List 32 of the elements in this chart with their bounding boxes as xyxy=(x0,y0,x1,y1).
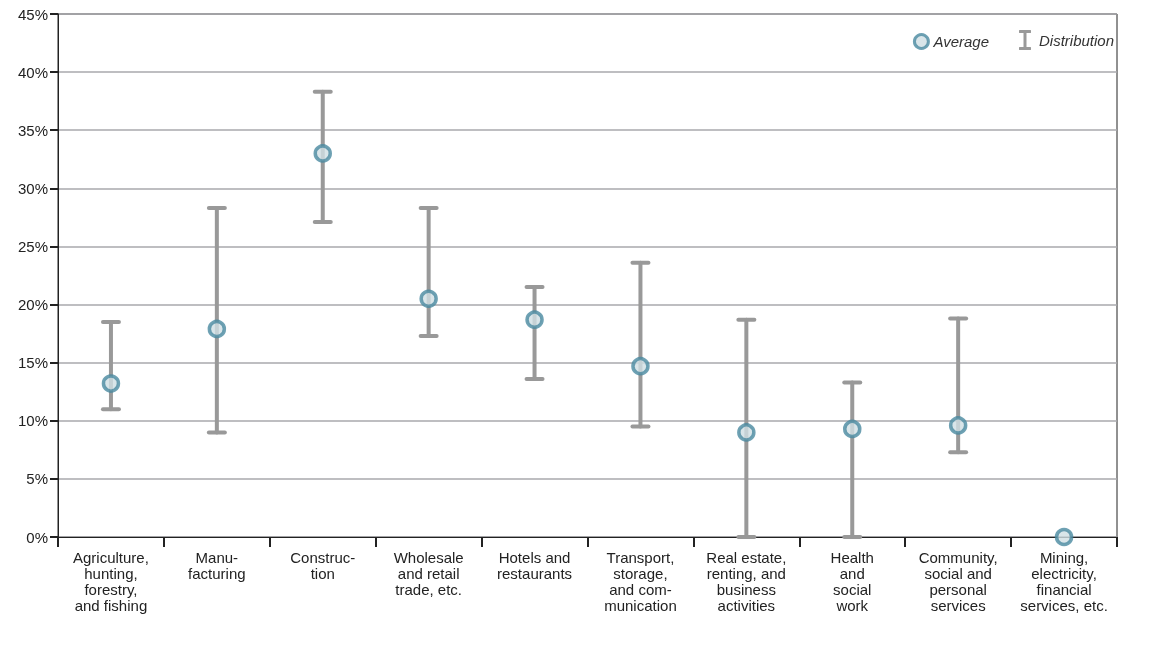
x-tick-label: Real estate, renting, and business activities xyxy=(706,548,787,614)
x-tick-label: Transport, storage, and com- munication xyxy=(604,548,677,614)
y-tick-label: 10% xyxy=(17,412,48,430)
y-tick-label: 5% xyxy=(26,470,48,488)
point xyxy=(101,374,121,393)
y-tick-label: 0% xyxy=(26,528,48,546)
point xyxy=(631,356,650,376)
point xyxy=(737,423,756,442)
x-tick-label: Health and social work xyxy=(830,548,874,614)
x-tick-label: Community, social and personal services xyxy=(918,548,998,614)
x-tick-label: Manu- facturing xyxy=(188,548,246,582)
x-tick-label: Hotels and restaurants xyxy=(497,548,573,582)
point xyxy=(948,416,968,435)
point xyxy=(1054,527,1074,547)
y-tick-label: 40% xyxy=(17,63,48,81)
y-tick-label: 25% xyxy=(17,237,48,255)
point xyxy=(843,419,862,439)
point xyxy=(313,144,332,163)
y-tick-label: 20% xyxy=(17,296,48,314)
x-tick-label: Agriculture, hunting, forestry, and fishing xyxy=(73,548,149,614)
point xyxy=(525,310,544,329)
y-tick-label: 15% xyxy=(17,354,48,372)
x-tick-label: Construc- tion xyxy=(290,548,356,582)
y-tick-label: 45% xyxy=(17,5,48,23)
y-tick-label: 30% xyxy=(17,179,48,197)
annotation: Distribution xyxy=(1038,31,1114,49)
y-tick-label: 35% xyxy=(17,121,48,139)
x-tick-label: Wholesale and retail trade, etc. xyxy=(393,548,464,598)
x-tick-label: Mining, electricity, financial services, etc. xyxy=(1020,548,1108,614)
point xyxy=(207,319,227,339)
legend-label: Average xyxy=(932,33,990,50)
point xyxy=(419,289,438,308)
